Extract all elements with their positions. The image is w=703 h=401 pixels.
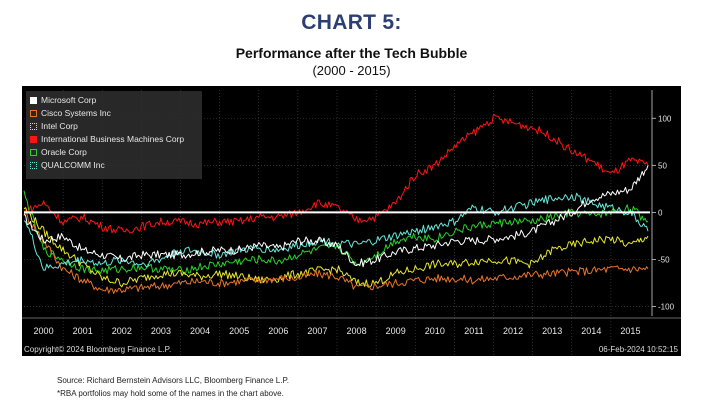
timestamp-text: 06-Feb-2024 10:52:15 [599,345,679,354]
legend-swatch [30,110,37,117]
legend-swatch [30,136,37,143]
legend-item: Microsoft Corp [30,95,96,106]
chart-title: Performance after the Tech Bubble [235,45,468,61]
legend-label: Intel Corp [41,121,78,131]
series-line-international-business-machines-corp [23,113,649,234]
x-tick-label: 2015 [620,326,640,336]
legend-swatch [30,149,37,156]
x-tick-label: 2004 [190,326,210,336]
x-tick-label: 2008 [347,326,367,336]
legend-item: Oracle Corp [30,147,87,158]
chart-subtitle: (2000 - 2015) [312,63,391,78]
x-tick-label: 2010 [425,326,445,336]
y-tick-label: -100 [658,303,675,312]
x-tick-label: 2006 [268,326,288,336]
y-tick-label: 0 [658,208,663,217]
disclaimer-note: *RBA portfolios may hold some of the nam… [57,389,284,398]
line-chart: 100 50 0 -50 -100 2000 2001 2002 2003 2004 2005 200… [22,90,681,356]
x-tick-label: 2001 [73,326,93,336]
series-line-microsoft-corp [23,165,649,268]
x-tick-label: 2000 [34,326,54,336]
legend-swatch [30,123,37,130]
series-line-cisco-systems-inc [23,211,649,294]
legend-item: QUALCOMM Inc [30,160,105,171]
x-tick-label: 2002 [112,326,132,336]
legend-label: QUALCOMM Inc [41,160,105,170]
x-tick-label: 2007 [307,326,327,336]
x-tick-label: 2014 [581,326,601,336]
chart-legend: Microsoft Corp Cisco Systems Inc Intel Cor… [26,91,202,179]
x-tick-label: 2012 [503,326,523,336]
legend-item: Cisco Systems Inc [30,108,111,119]
x-tick-label: 2005 [229,326,249,336]
y-tick-label: 100 [658,114,672,123]
legend-item: International Business Machines Corp [30,134,184,145]
x-tick-label: 2013 [542,326,562,336]
y-tick-label: 50 [658,161,667,170]
legend-label: Microsoft Corp [41,95,97,105]
chart-heading: CHART 5: [301,11,402,34]
x-tick-label: 2009 [386,326,406,336]
series-line-oracle-corp [23,190,649,275]
x-tick-label: 2003 [151,326,171,336]
legend-item: Intel Corp [30,121,78,132]
x-tick-label: 2011 [464,326,483,336]
legend-swatch [30,97,37,104]
legend-swatch [30,162,37,169]
y-tick-label: -50 [658,256,670,265]
legend-label: International Business Machines Corp [41,134,185,144]
source-note: Source: Richard Bernstein Advisors LLC, … [57,376,289,385]
chart-area: 100 50 0 -50 -100 2000 2001 2002 2003 2004 2005 200… [22,86,681,356]
legend-label: Oracle Corp [41,147,87,157]
legend-label: Cisco Systems Inc [41,108,111,118]
series-line-intel-corp [23,207,649,288]
copyright-text: Copyright© 2024 Bloomberg Finance L.P. [24,345,171,354]
